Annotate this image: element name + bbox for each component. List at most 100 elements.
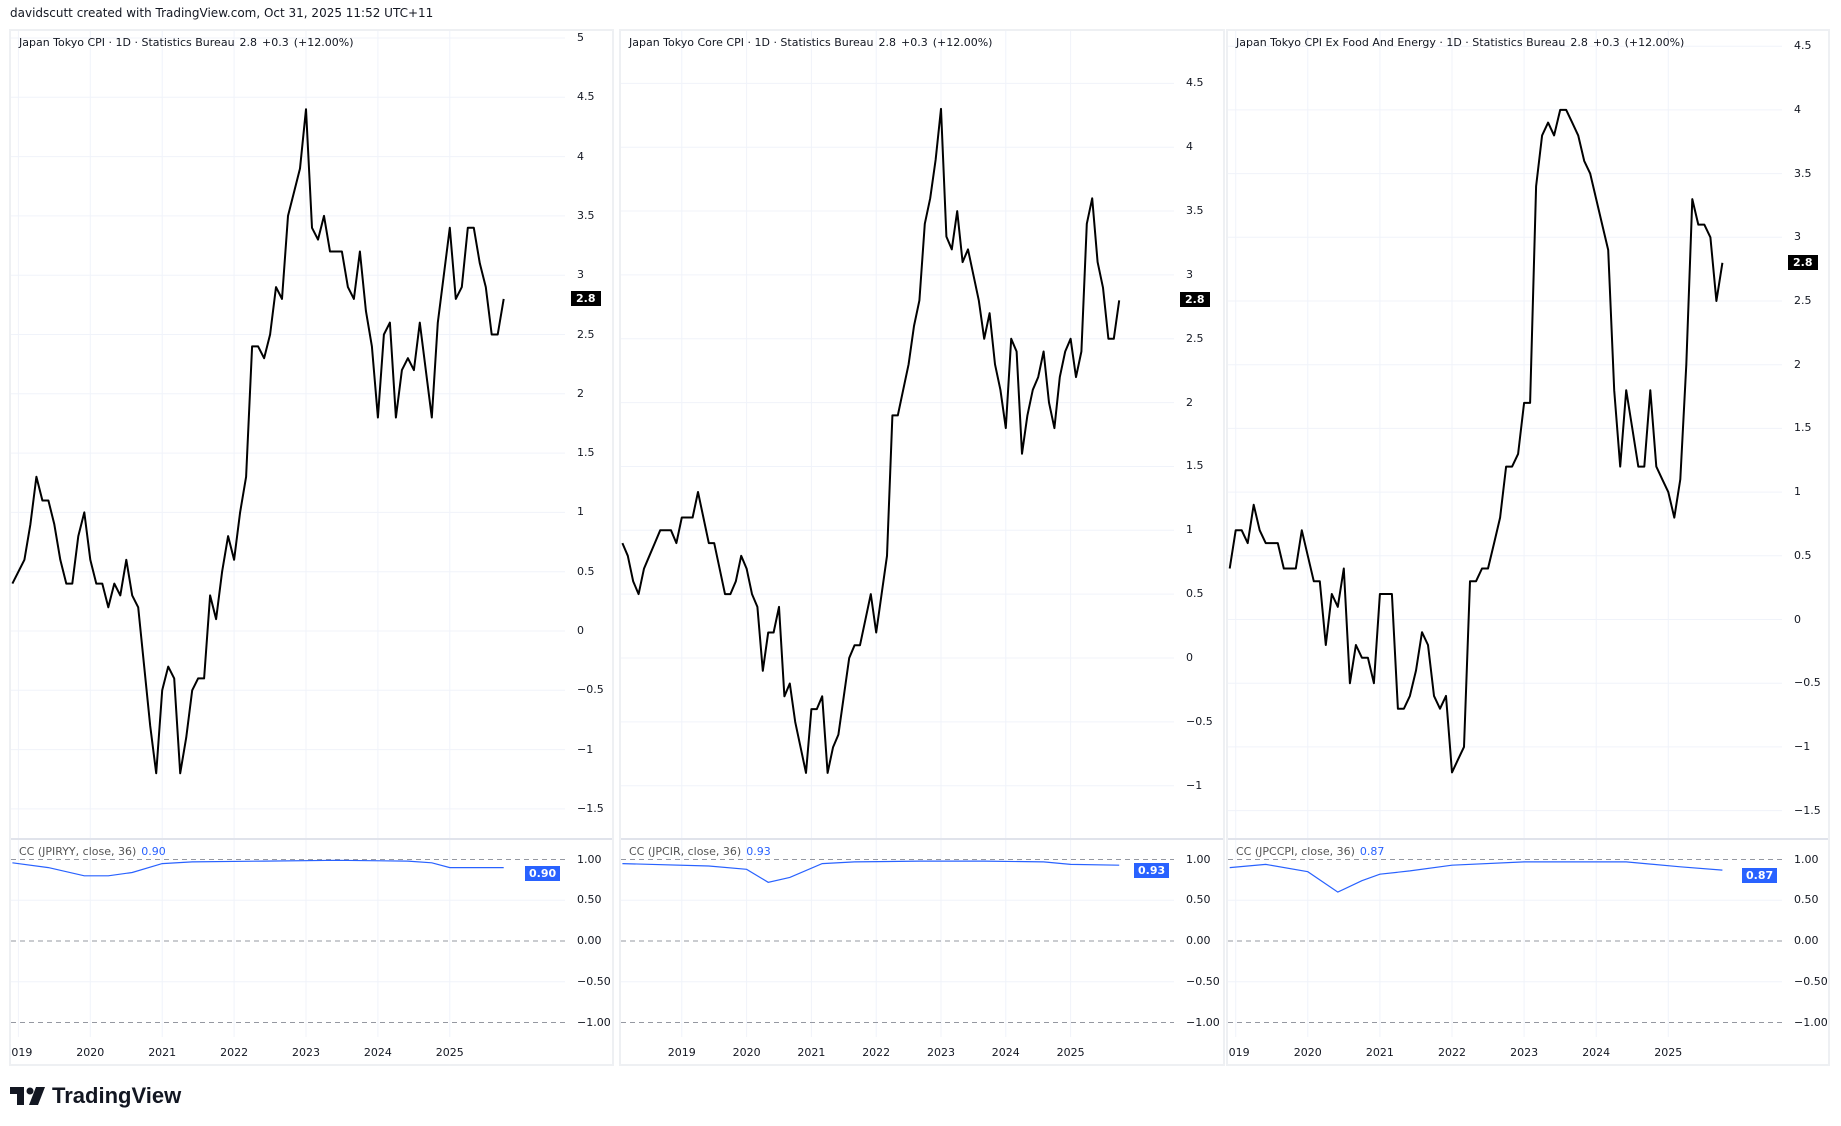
x-tick-label: 2020 [76,1046,105,1059]
price-series-line [621,107,1121,774]
x-tick-label: 2023 [292,1046,320,1059]
x-tick-label: 2025 [435,1046,464,1059]
y-tick-label: 3 [1186,267,1193,281]
x-tick-label: 2024 [363,1046,392,1059]
indicator-tick-label: −0.50 [1794,974,1828,988]
legend-change-pct: (+12.00%) [293,36,354,49]
last-value-label: 2.8 [571,290,601,306]
y-tick-label: 1.5 [1794,421,1812,435]
indicator-legend[interactable]: CC (JPCIR, close, 36) 0.93 [629,845,771,858]
legend-title: Japan Tokyo Core CPI · 1D · Statistics B… [629,36,874,49]
y-tick-label: 3.5 [1794,166,1812,180]
indicator-tick-label: 0.00 [1186,934,1211,947]
indicator-tick-label: −1.00 [577,1015,611,1029]
price-series-line [1228,108,1724,774]
x-tick-label: 2021 [797,1046,826,1059]
legend-value: 2.8 [1570,36,1588,49]
indicator-value: 0.87 [1359,845,1385,858]
x-tick-label: 2021 [148,1046,177,1059]
legend-change: +0.3 [262,36,289,49]
chart-canvas[interactable] [1228,31,1830,1066]
y-tick-label: 2.5 [1186,331,1204,345]
indicator-tick-label: 0.50 [577,893,602,907]
indicator-tick-label: −1.00 [1794,1015,1828,1029]
y-tick-label: −1 [1186,778,1203,792]
y-tick-label: 4 [577,149,584,163]
x-tick-label: 2022 [1438,1046,1466,1059]
y-tick-label: 4.5 [1794,39,1812,53]
y-tick-label: −1 [1794,739,1811,753]
y-tick-label: 4 [1186,140,1193,154]
y-tick-label: 3 [1794,230,1801,244]
legend-change-pct: (+12.00%) [1624,36,1685,49]
x-tick-label: 2024 [1582,1046,1611,1059]
y-tick-label: −1.5 [1794,803,1821,817]
y-tick-label: 1 [577,505,584,519]
y-tick-label: 4.5 [577,90,595,104]
indicator-legend[interactable]: CC (JPCCPI, close, 36) 0.87 [1236,845,1384,858]
chart-canvas[interactable] [11,31,614,1066]
indicator-tick-label: 0.00 [577,934,602,947]
chart-panel-3[interactable]: 2019 2020 2021 2022 2023 2024 2025 4.5 4 3.5 3 2.5 2… [1226,29,1830,1066]
y-tick-label: 3.5 [577,208,595,222]
indicator-tick-label: −1.00 [1186,1015,1220,1029]
x-tick-label: 2019 [11,1046,33,1059]
y-tick-label: 4 [1794,102,1801,116]
indicator-legend[interactable]: CC (JPIRYY, close, 36) 0.90 [19,845,166,858]
indicator-last-value-label: 0.93 [1134,863,1170,879]
last-value-label: 2.8 [1788,254,1818,270]
indicator-series-line [12,859,504,877]
chart-panel-1[interactable]: 2019 2020 2021 2022 2023 2024 2025 5 4.5 4 3.5 3 2.5… [9,29,614,1066]
x-tick-label: 2023 [1510,1046,1539,1059]
y-tick-label: 2 [1794,357,1801,371]
y-tick-label: 3.5 [1186,204,1204,218]
y-tick-label: 0 [577,624,584,637]
x-tick-label: 2025 [1654,1046,1683,1059]
tradingview-logo[interactable]: TradingView [10,1083,181,1109]
indicator-tick-label: 1.00 [1794,852,1819,866]
indicator-value: 0.90 [141,845,166,858]
indicator-series-line [1229,861,1723,893]
legend-change-pct: (+12.00%) [932,36,993,49]
indicator-tick-label: −0.50 [577,974,611,988]
indicator-tick-label: 0.50 [1186,893,1211,907]
chart-credit: davidscutt created with TradingView.com,… [10,6,434,20]
y-tick-label: 3 [577,268,584,282]
indicator-last-value-label: 0.90 [525,865,561,881]
y-tick-label: 2.5 [1794,294,1812,307]
y-tick-label: 2.5 [577,327,595,341]
indicator-label: CC (JPIRYY, close, 36) [19,845,137,858]
price-series-line [11,108,505,775]
y-tick-label: 1.5 [1186,459,1204,473]
series-legend[interactable]: Japan Tokyo Core CPI · 1D · Statistics B… [629,36,997,49]
legend-title: Japan Tokyo CPI Ex Food And Energy · 1D … [1236,36,1566,49]
y-tick-label: −0.5 [1186,714,1213,728]
y-tick-label: 0.5 [1794,548,1812,562]
series-legend[interactable]: Japan Tokyo CPI · 1D · Statistics Bureau… [19,36,359,49]
y-tick-label: 2 [577,386,584,400]
indicator-tick-label: 0.50 [1794,893,1819,907]
x-tick-label: 2022 [220,1046,249,1059]
last-value-label: 2.8 [1180,292,1210,308]
indicator-tick-label: 0.00 [1794,934,1819,947]
y-tick-label: −1.5 [577,801,604,815]
legend-change: +0.3 [1592,36,1620,49]
y-tick-label: 0 [1186,651,1193,664]
y-tick-label: 0.5 [1186,587,1204,601]
indicator-value: 0.93 [746,845,771,858]
tradingview-logo-icon [10,1087,45,1105]
tradingview-logo-text: TradingView [52,1083,182,1108]
x-tick-label: 2025 [1056,1046,1085,1059]
indicator-label: CC (JPCCPI, close, 36) [1236,845,1355,858]
y-tick-label: −1 [577,742,594,756]
x-tick-label: 2022 [862,1046,891,1059]
indicator-last-value-label: 0.87 [1742,868,1778,884]
series-legend[interactable]: Japan Tokyo CPI Ex Food And Energy · 1D … [1236,36,1689,49]
y-tick-label: 2 [1186,395,1193,409]
indicator-tick-label: 1.00 [1186,852,1211,866]
chart-panel-2[interactable]: 2019 2020 2021 2022 2023 2024 2025 4.5 4 3.5 3 2.5 2… [619,29,1225,1066]
y-tick-label: −0.5 [577,683,604,697]
chart-canvas[interactable] [621,31,1225,1066]
y-tick-label: 1 [1186,523,1193,537]
legend-title: Japan Tokyo CPI · 1D · Statistics Bureau [19,36,235,49]
